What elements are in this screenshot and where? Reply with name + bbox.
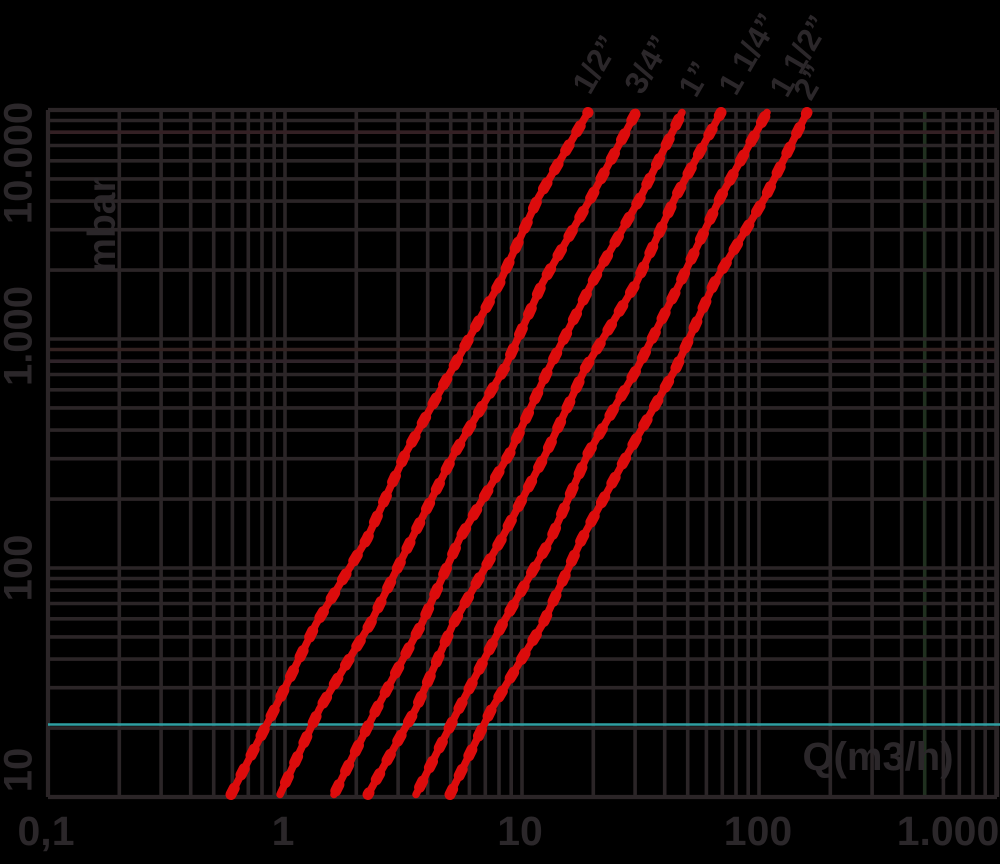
svg-text:10: 10 [0, 748, 41, 793]
svg-text:1: 1 [272, 808, 295, 854]
svg-text:10.000: 10.000 [0, 102, 41, 224]
svg-text:Q(m3/h): Q(m3/h) [802, 735, 953, 779]
svg-text:1.000: 1.000 [897, 808, 1000, 854]
svg-text:0,1: 0,1 [18, 808, 75, 854]
svg-text:100: 100 [724, 808, 792, 854]
svg-text:100: 100 [0, 535, 41, 602]
svg-text:1.000: 1.000 [0, 286, 41, 386]
svg-text:10: 10 [497, 808, 543, 854]
svg-text:mbar: mbar [81, 177, 124, 272]
